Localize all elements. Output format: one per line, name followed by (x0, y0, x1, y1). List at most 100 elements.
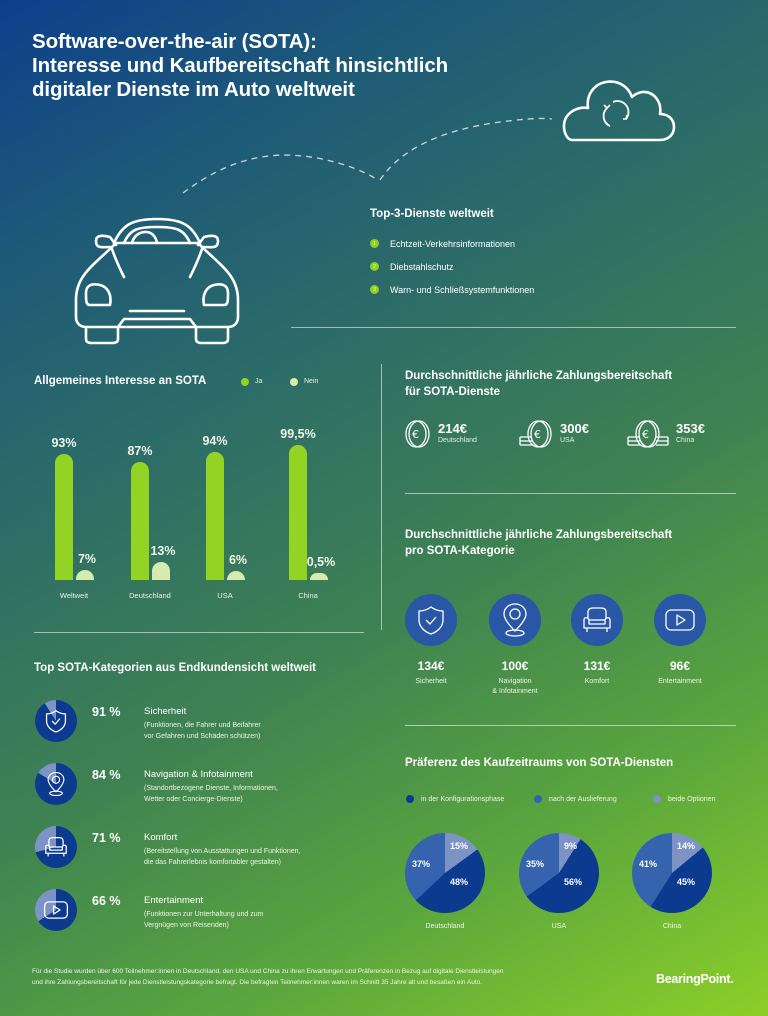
bar-nein (310, 572, 328, 580)
map-pin-icon (503, 603, 527, 637)
category-label: Entertainment (635, 677, 725, 687)
payment-label: Deutschland (438, 437, 477, 444)
legend-label: beide Optionen (668, 795, 716, 803)
category-label-line: Navigation (498, 678, 532, 685)
category-text: Komfort (Bereitstellung von Ausstattunge… (144, 832, 300, 868)
divider (291, 327, 736, 328)
top3-item-label: Diebstahlschutz (390, 261, 454, 272)
payment-item-deutschland: € 214€ Deutschland (404, 419, 477, 449)
pie-category-label: China (662, 923, 682, 930)
car-icon (74, 217, 240, 345)
payment-heading-line-2: für SOTA-Dienste (405, 386, 500, 398)
category-label-line: & Infotainment (492, 688, 538, 695)
category-description: (Funktionen, die Fahrer und Beifahrer (144, 722, 261, 729)
coins-stack-icon: € (519, 420, 552, 448)
legend-ja: Ja (241, 373, 262, 391)
top-category-row: 66 % Entertainment (Funktionen zur Unter… (35, 889, 263, 931)
per-category-heading-line-2: pro SOTA-Kategorie (405, 545, 515, 557)
footer-line-2: und ihre Zahlungsbereitschaft für jede D… (32, 979, 483, 986)
pie-legend-beide: beide Optionen (653, 795, 715, 803)
dashed-arc-connector (182, 117, 553, 194)
payment-item-usa: € 300€ USA (518, 419, 589, 449)
shield-check-icon (418, 606, 444, 635)
coins-stack-large-icon: € (627, 420, 669, 448)
per-category-heading: Durchschnittliche jährliche Zahlungsbere… (405, 527, 735, 559)
category-label: Navigation & Infotainment (470, 677, 560, 697)
category-percent: 71 % (92, 831, 121, 845)
top3-heading: Top-3-Dienste weltweit (370, 208, 494, 220)
category-text: Navigation & Infotainment (Standortbezog… (144, 769, 278, 805)
legend-label: in der Konfigurationsphase (421, 795, 505, 803)
category-description: Wetter oder Concierge-Dienste) (144, 795, 243, 803)
category-label-line: Sicherheit (415, 678, 447, 685)
legend-dot-ja (241, 377, 249, 386)
footer-note: Für die Studie wurden über 600 Teilnehme… (32, 966, 632, 988)
bar-ja (289, 444, 307, 580)
pie-label-konfig: 45% (677, 877, 696, 887)
category-value: 134€ (417, 659, 445, 673)
bar-value-nein: 13% (150, 544, 176, 559)
pie-label-auslieferung: 41% (639, 859, 658, 869)
top3-item: 1 Echtzeit-Verkehrsinformationen (370, 232, 534, 255)
category-text: Entertainment (Funktionen zur Unterhaltu… (144, 895, 263, 931)
bar-value-nein: 7% (77, 552, 97, 567)
per-category-heading-line-1: Durchschnittliche jährliche Zahlungsbere… (405, 529, 673, 541)
category-description: Vergnügen von Reisenden) (144, 921, 229, 929)
payment-heading: Durchschnittliche jährliche Zahlungsbere… (405, 368, 735, 400)
divider (34, 632, 364, 633)
pie-chart (405, 833, 485, 913)
bar-value-ja: 93% (51, 435, 77, 450)
category-percent: 91 % (92, 705, 121, 719)
pie-legend-konfig: in der Konfigurationsphase (406, 795, 504, 803)
pie-label-auslieferung: 35% (526, 859, 545, 869)
payment-value: 353€ (676, 421, 705, 436)
category-circle-navigation (489, 594, 541, 646)
payment-label: USA (560, 437, 575, 444)
category-name: Sicherheit (144, 706, 187, 717)
pie-label-beide: 14% (677, 841, 696, 851)
bar-category-label: USA (217, 591, 233, 600)
bar-nein (227, 571, 245, 580)
legend-nein: Nein (290, 373, 318, 391)
payment-label: China (676, 437, 695, 444)
legend-label-nein: Nein (304, 378, 319, 386)
top-categories-heading: Top SOTA-Kategorien aus Endkundensicht w… (34, 662, 316, 674)
category-description: (Bereitstellung von Ausstattungen und Fu… (144, 848, 301, 855)
category-name: Entertainment (144, 895, 204, 906)
footer-line-1: Für die Studie wurden über 600 Teilnehme… (32, 968, 504, 975)
svg-text:€: € (412, 428, 419, 441)
category-description: vor Gefahren und Schäden schützen) (144, 732, 261, 740)
bar-category-label: China (298, 591, 318, 600)
pie-chart (519, 833, 599, 913)
bearingpoint-logo: BearingPoint. (656, 972, 734, 986)
pie-label-konfig: 48% (450, 877, 469, 887)
category-description: (Standortbezogene Dienste, Informationen… (144, 785, 278, 792)
coin-icon: € (405, 420, 430, 448)
top-category-row: 84 % Navigation & Infotainment (Standort… (35, 763, 278, 805)
bar-category-label: Weltweit (59, 591, 89, 600)
pie-category-label: USA (551, 923, 567, 930)
title-line-2: Interesse und Kaufbereitschaft hinsichtl… (32, 54, 449, 77)
number-badge-2: 2 (370, 262, 379, 271)
interest-heading: Allgemeines Interesse an SOTA (34, 375, 207, 387)
legend-dot-nein (290, 377, 298, 386)
payment-item-china: € 353€ China (626, 419, 705, 449)
category-label-line: Entertainment (658, 678, 702, 685)
payment-value: 300€ (560, 421, 589, 436)
legend-dot (653, 795, 661, 803)
legend-label-ja: Ja (255, 378, 263, 386)
category-value: 131€ (583, 659, 611, 673)
category-circle-sicherheit (405, 594, 457, 646)
category-name: Komfort (144, 832, 178, 843)
svg-text:€: € (534, 428, 541, 441)
bar-value-nein: 6% (228, 553, 248, 567)
purchase-pref-heading: Präferenz des Kaufzeitraums von SOTA-Die… (405, 757, 674, 769)
category-circle-entertainment (654, 594, 706, 646)
bar-ja (206, 452, 224, 580)
map-pin-icon (47, 771, 65, 796)
pie-label-beide: 9% (564, 841, 578, 851)
top-category-row: 71 % Komfort (Bereitstellung von Ausstat… (35, 826, 300, 868)
top-category-row: 91 % Sicherheit (Funktionen, die Fahrer … (35, 700, 261, 742)
cloud-sync-icon (562, 80, 676, 142)
category-value: 100€ (501, 659, 529, 673)
